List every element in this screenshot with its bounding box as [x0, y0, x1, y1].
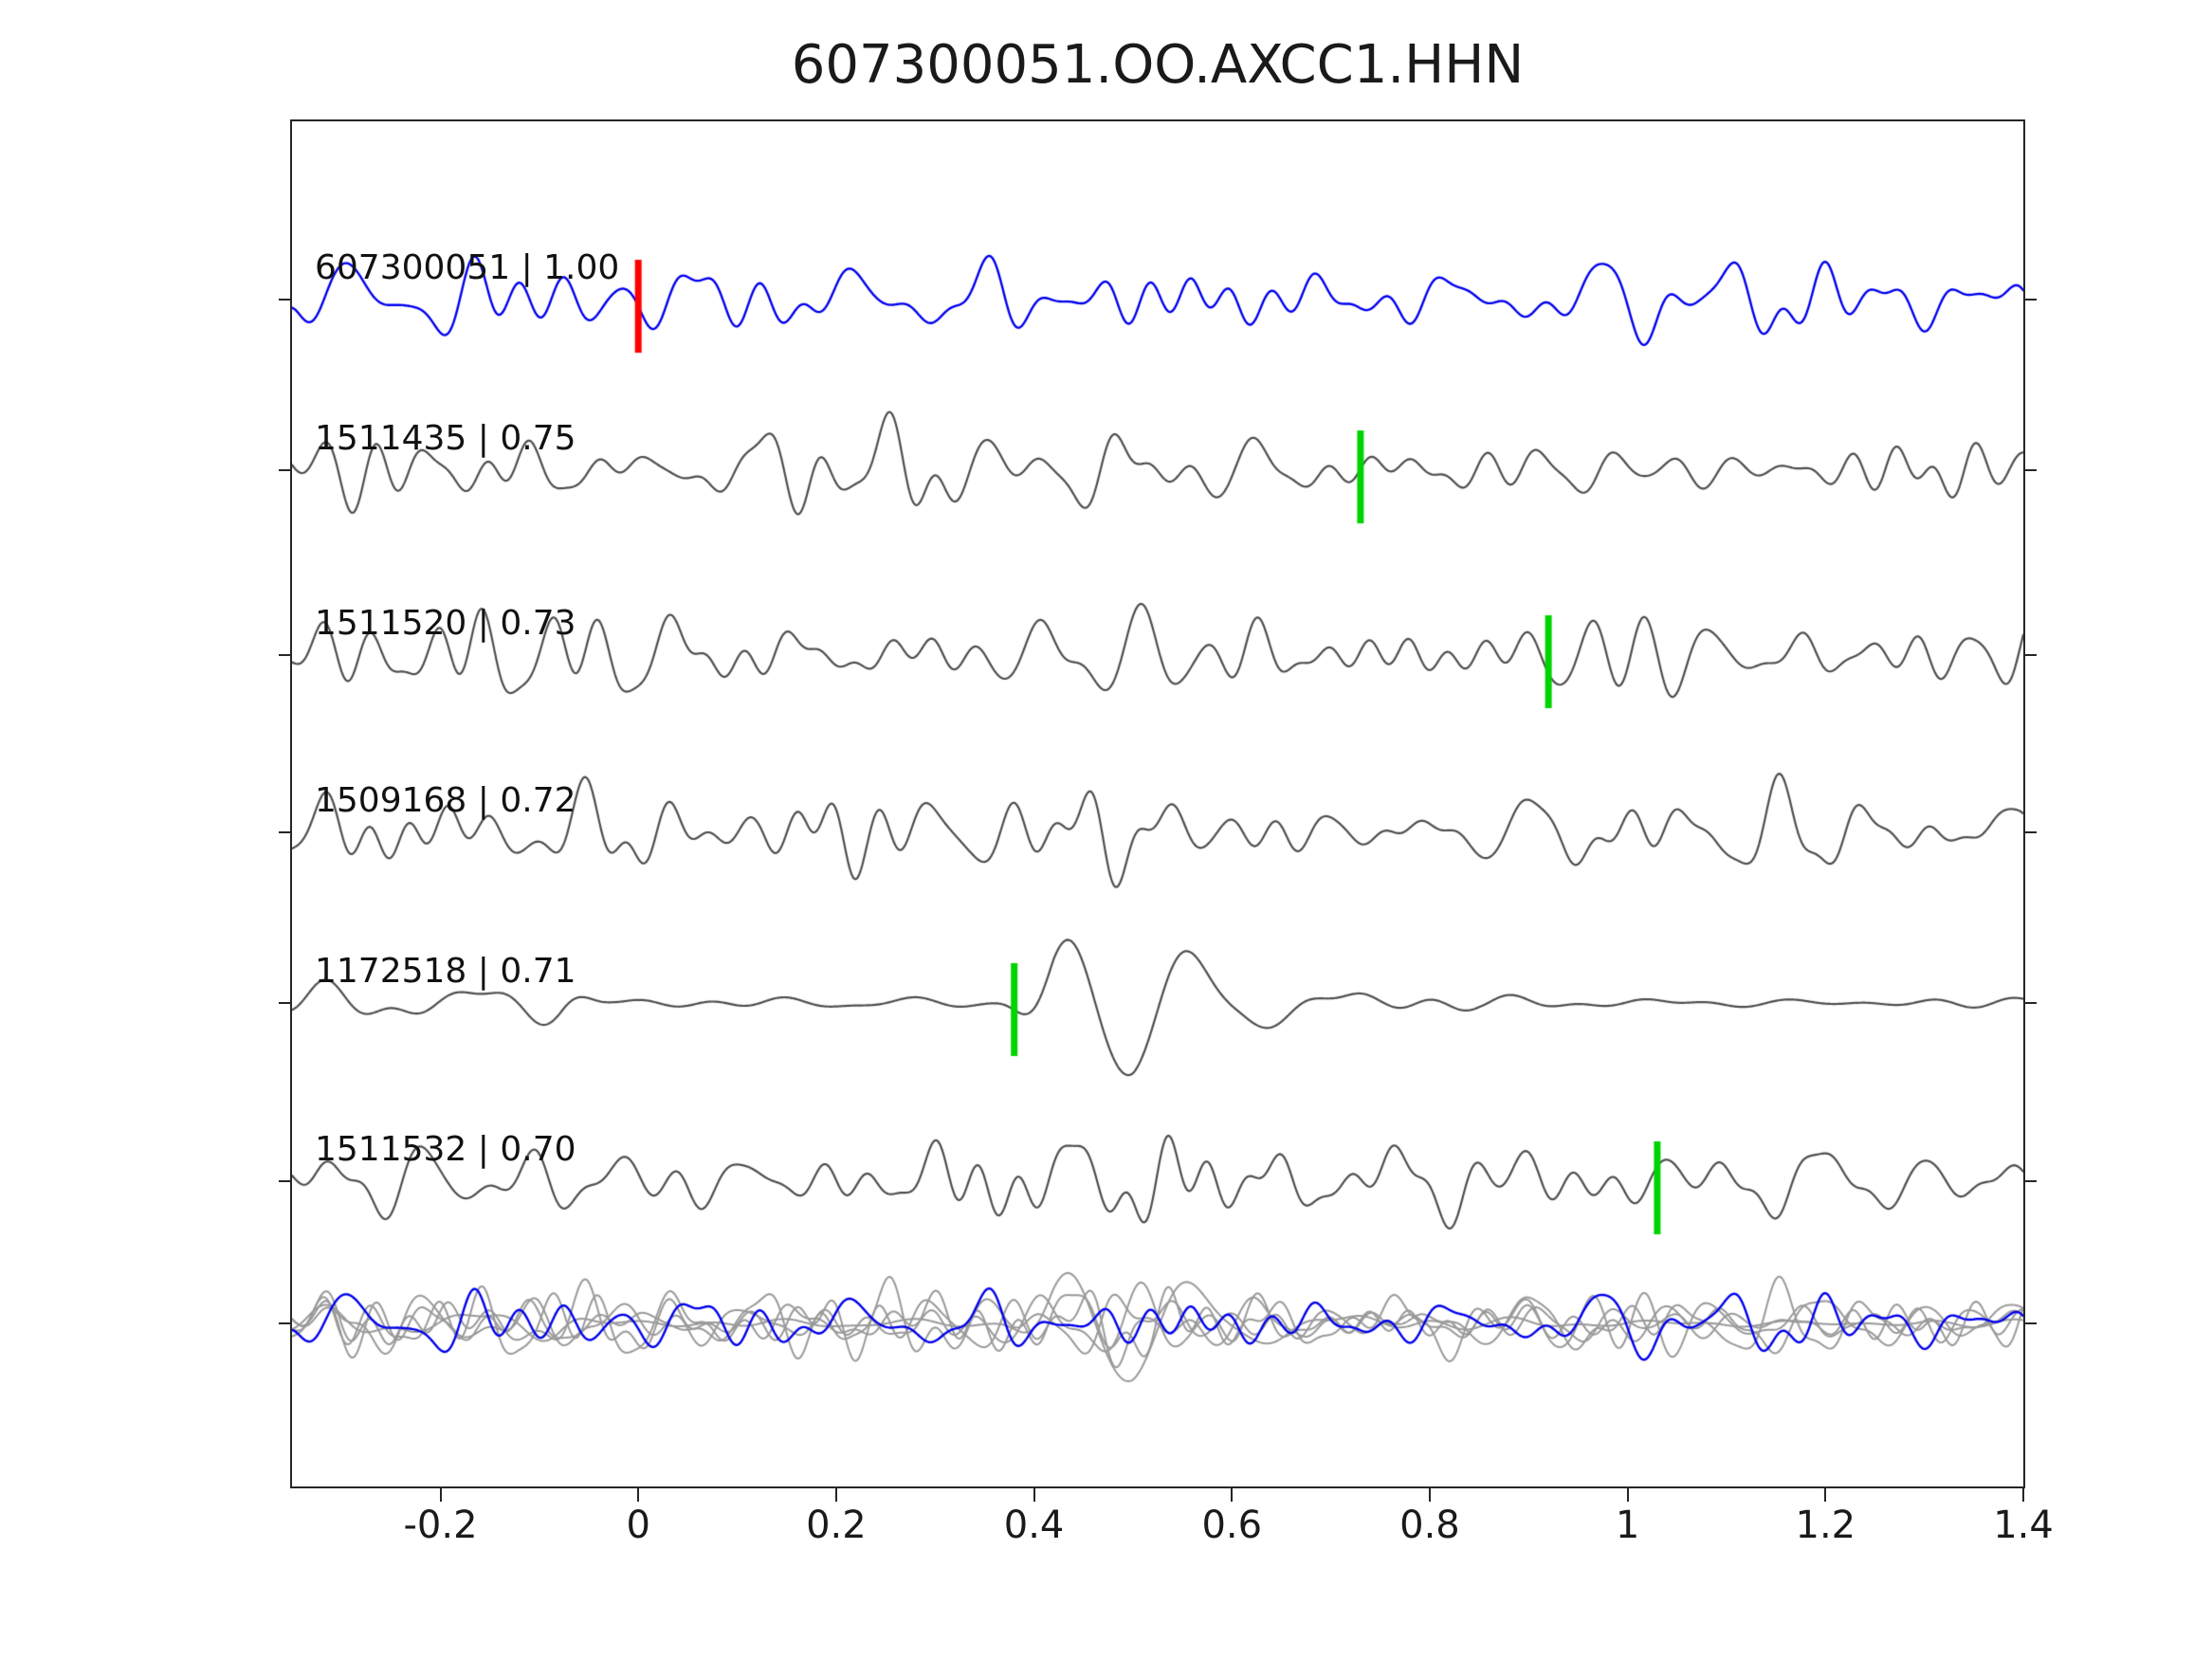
- y-tick-mark: [279, 469, 290, 472]
- x-tick-mark: [1626, 1488, 1629, 1502]
- x-tick-label: 1.4: [1993, 1504, 2054, 1547]
- y-tick-mark: [279, 1180, 290, 1183]
- plot-area: 607300051 | 1.00 1511435 | 0.75 1511520 | …: [290, 119, 2025, 1488]
- x-tick-mark: [1033, 1488, 1035, 1502]
- y-tick-mark: [279, 1001, 290, 1004]
- y-tick-mark: [2025, 299, 2037, 301]
- y-tick-mark: [2025, 1322, 2037, 1325]
- x-tick-mark: [1231, 1488, 1234, 1502]
- x-tick-label: 0.8: [1399, 1504, 1460, 1547]
- x-tick-label: 0.2: [806, 1504, 867, 1547]
- x-tick-mark: [439, 1488, 442, 1502]
- figure-title: 607300051.OO.AXCC1.HHN: [791, 34, 1525, 96]
- x-tick-label: 1: [1615, 1504, 1640, 1547]
- y-tick-mark: [279, 1322, 290, 1325]
- y-tick-mark: [279, 299, 290, 301]
- y-tick-mark: [2025, 1180, 2037, 1183]
- x-tick-mark: [2022, 1488, 2024, 1502]
- y-tick-mark: [2025, 469, 2037, 472]
- x-tick-mark: [637, 1488, 640, 1502]
- y-tick-mark: [2025, 654, 2037, 657]
- x-tick-label: -0.2: [403, 1504, 478, 1547]
- x-tick-label: 1.2: [1795, 1504, 1856, 1547]
- y-tick-mark: [2025, 830, 2037, 833]
- y-tick-mark: [2025, 1001, 2037, 1004]
- x-tick-mark: [834, 1488, 837, 1502]
- y-tick-mark: [279, 654, 290, 657]
- x-tick-mark: [1428, 1488, 1431, 1502]
- x-tick-label: 0.6: [1201, 1504, 1263, 1547]
- x-tick-label: 0: [626, 1504, 650, 1547]
- y-tick-mark: [279, 830, 290, 833]
- waveform-canvas: [292, 121, 2023, 1486]
- x-tick-label: 0.4: [1003, 1504, 1065, 1547]
- x-tick-mark: [1824, 1488, 1827, 1502]
